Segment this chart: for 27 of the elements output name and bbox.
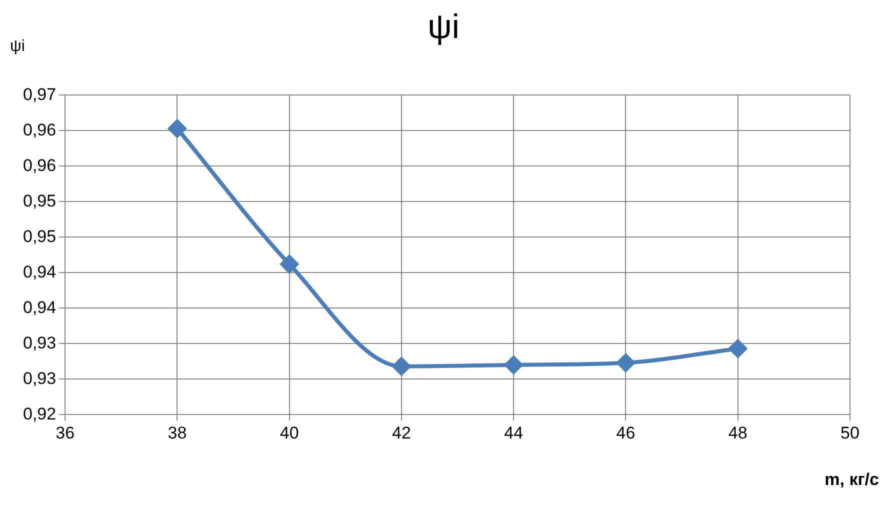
point xyxy=(728,340,747,358)
y-tick-label: 0,96 xyxy=(22,120,56,140)
x-tick-label: 36 xyxy=(56,423,75,442)
point xyxy=(168,120,186,138)
point xyxy=(504,356,523,374)
chart-title: ψi xyxy=(428,8,460,46)
y-tick-label: 0,97 xyxy=(22,84,56,104)
x-tick-label: 46 xyxy=(616,423,636,442)
x-tick-label: 48 xyxy=(728,423,748,442)
y-tick-label: 0,94 xyxy=(22,262,56,282)
y-tick-label: 0,95 xyxy=(22,226,56,246)
y-tick-label: 0,96 xyxy=(22,156,56,175)
y-tick-label: 0,94 xyxy=(22,298,56,317)
x-tick-label: 50 xyxy=(840,423,860,442)
x-tick-label: 42 xyxy=(392,423,411,442)
x-tick-label: 44 xyxy=(504,423,524,442)
y-tick-label: 0,93 xyxy=(22,368,56,388)
point xyxy=(392,357,410,376)
x-axis-title: m, кг/с xyxy=(824,470,879,490)
point xyxy=(616,354,635,372)
y-tick-label: 0,93 xyxy=(22,333,56,352)
y-tick-label: 0,95 xyxy=(22,191,56,210)
x-tick-label: 38 xyxy=(168,423,187,442)
y-axis-title: ψi xyxy=(10,38,25,56)
point xyxy=(280,255,298,274)
y-tick-label: 0,92 xyxy=(22,404,56,424)
x-tick-label: 40 xyxy=(280,423,299,442)
